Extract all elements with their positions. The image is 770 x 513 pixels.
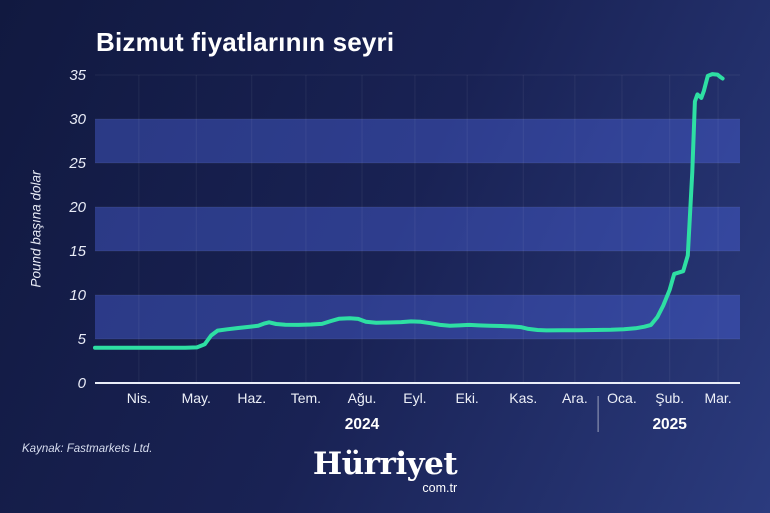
x-tick-label: Şub.: [655, 390, 684, 406]
y-tick-label: 0: [78, 375, 87, 392]
x-tick-label: Haz.: [237, 390, 266, 406]
y-tick-label: 10: [69, 287, 86, 304]
source-credit: Kaynak: Fastmarkets Ltd.: [22, 443, 153, 455]
logo-text: Hürriyet: [312, 446, 458, 482]
grid-band: [95, 119, 740, 163]
x-tick-label: Mar.: [704, 390, 731, 406]
year-label: 2024: [345, 416, 380, 433]
y-tick-label: 5: [78, 331, 87, 348]
hurriyet-logo: Hürriyet com.tr: [312, 446, 458, 495]
x-tick-label: Eki.: [455, 390, 478, 406]
y-tick-label: 20: [68, 199, 86, 216]
x-tick-label: Oca.: [607, 390, 637, 406]
grid-band: [95, 295, 740, 339]
x-tick-label: Nis.: [127, 390, 151, 406]
x-tick-label: May.: [182, 390, 211, 406]
y-tick-label: 30: [69, 111, 86, 128]
chart-title: Bizmut fiyatlarının seyri: [96, 27, 395, 57]
x-tick-label: Kas.: [509, 390, 537, 406]
x-tick-label: Eyl.: [403, 390, 426, 406]
x-tick-label: Ara.: [562, 390, 588, 406]
y-tick-label: 25: [68, 155, 86, 172]
x-tick-label: Ağu.: [348, 390, 377, 406]
price-line: [93, 72, 725, 350]
year-label: 2025: [652, 416, 687, 433]
y-tick-label: 35: [69, 67, 86, 84]
grid-band: [95, 207, 740, 251]
logo-subtext: com.tr: [422, 480, 458, 495]
x-tick-label: Tem.: [291, 390, 321, 406]
y-tick-label: 15: [69, 243, 86, 260]
